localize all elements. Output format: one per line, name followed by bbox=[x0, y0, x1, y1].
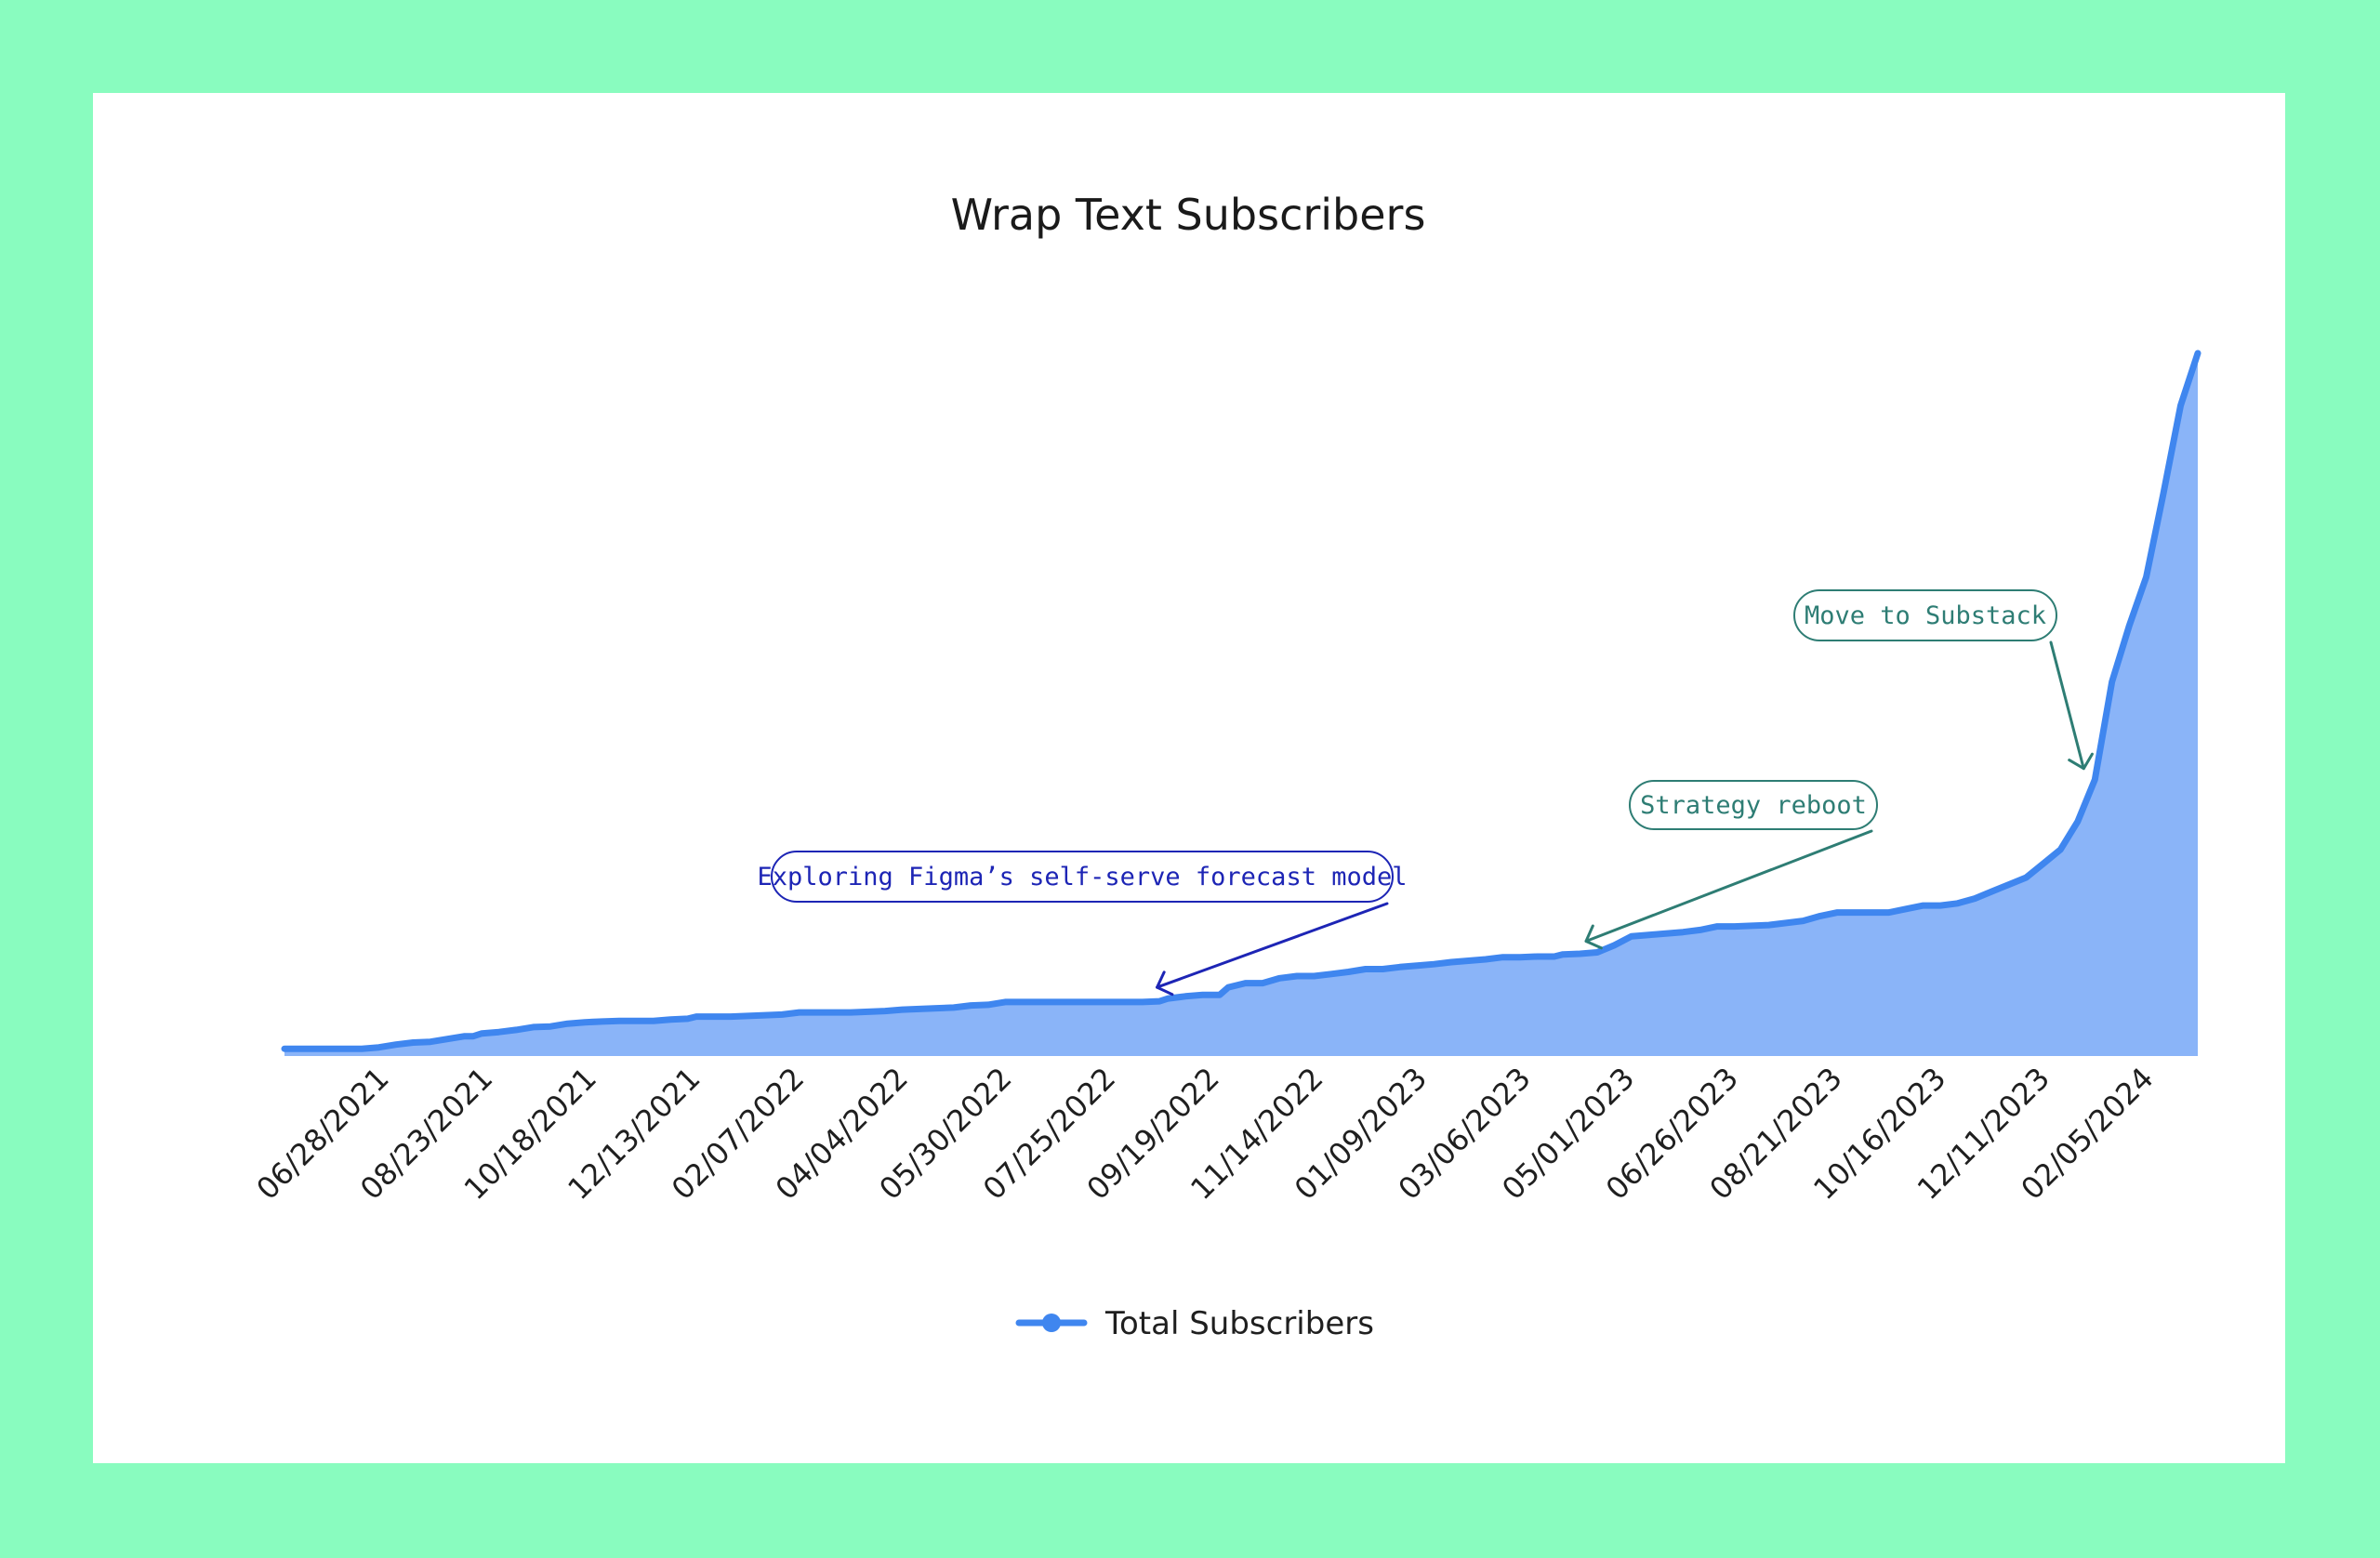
legend[interactable]: Total Subscribers bbox=[1015, 1305, 1374, 1342]
annotation-box bbox=[1629, 780, 1878, 830]
series-line-total-subscribers bbox=[281, 350, 2202, 1052]
chart-card: Wrap Text Subscribers 06/28/2021 08/23/20… bbox=[93, 93, 2285, 1463]
annotation-label: Exploring Figma’s self-serve forecast mo… bbox=[758, 863, 1408, 891]
annotation-arrow-head bbox=[2068, 752, 2094, 771]
legend-label: Total Subscribers bbox=[1104, 1305, 1374, 1342]
subscribers-chart: Wrap Text Subscribers 06/28/202108/23/20… bbox=[249, 190, 2202, 1342]
annotation-arrow-head bbox=[1156, 970, 1174, 997]
annotation-2: Strategy reboot bbox=[1584, 780, 1878, 950]
chart-title: Wrap Text Subscribers bbox=[951, 190, 1426, 240]
annotation-box bbox=[1793, 589, 2057, 641]
x-axis-ticks: 06/28/202108/23/202110/18/202112/13/2021… bbox=[249, 1061, 2160, 1207]
area-layer bbox=[281, 350, 2202, 1056]
annotation-label: Strategy reboot bbox=[1640, 791, 1867, 820]
annotation-3: Move to Substack bbox=[1793, 589, 2094, 771]
annotation-1: Exploring Figma’s self-serve forecast mo… bbox=[758, 851, 1408, 997]
annotation-box bbox=[771, 851, 1394, 903]
annotation-arrow-shaft bbox=[1584, 829, 1873, 943]
series-area-total-subscribers bbox=[284, 353, 2198, 1056]
annotation-label: Move to Substack bbox=[1805, 601, 2046, 630]
annotation-arrow-shaft bbox=[2049, 640, 2085, 771]
annotation-arrow-shaft bbox=[1156, 902, 1389, 989]
annotation-arrow-head bbox=[1584, 924, 1603, 950]
legend-dot-swatch bbox=[1042, 1314, 1061, 1332]
annotations: Exploring Figma’s self-serve forecast mo… bbox=[758, 589, 2094, 997]
